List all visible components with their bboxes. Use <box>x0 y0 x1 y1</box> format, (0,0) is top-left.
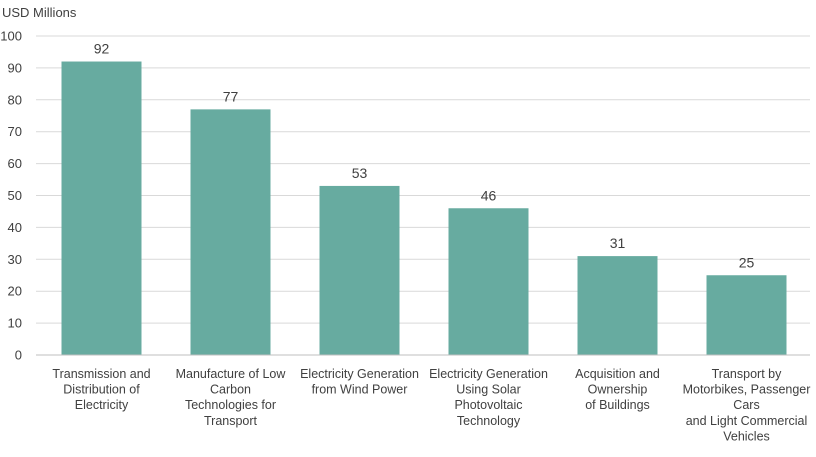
category-label: Acquisition and Ownership of Buildings <box>575 367 660 412</box>
category-label-line: Motorbikes, Passenger <box>683 383 811 397</box>
category-label-line: Acquisition and <box>575 367 660 381</box>
bar <box>448 208 529 355</box>
category-label-line: Carbon <box>210 383 251 397</box>
y-axis-ticks: 0 10 20 30 40 50 60 70 80 90 100 <box>0 29 22 363</box>
bar-value-label: 25 <box>739 254 755 270</box>
y-tick-label: 50 <box>8 188 22 203</box>
y-tick-label: 10 <box>8 316 22 331</box>
x-axis-category-labels: Transmission and Distribution of Electrici… <box>52 367 810 443</box>
bar <box>190 109 271 356</box>
category-label-line: of Buildings <box>585 398 650 412</box>
category-label: Manufacture of Low Carbon Technologies for… <box>176 367 287 428</box>
y-tick-label: 100 <box>0 29 22 44</box>
bar-value-label: 31 <box>610 235 626 251</box>
bar-value-label: 92 <box>94 41 110 57</box>
y-tick-label: 30 <box>8 252 22 267</box>
bar-value-label: 46 <box>481 187 497 203</box>
category-label: Electricity Generation Using Solar Photovo… <box>429 367 548 428</box>
category-label-line: Transmission and <box>52 367 150 381</box>
category-label-line: Technology <box>457 414 521 428</box>
bar <box>319 185 400 355</box>
category-label: Transmission and Distribution of Electrici… <box>52 367 150 412</box>
category-label-line: Electricity Generation <box>429 367 548 381</box>
y-tick-label: 80 <box>8 92 22 107</box>
category-label-line: Transport by <box>712 367 782 381</box>
category-label-line: Using Solar <box>456 383 521 397</box>
category-label-line: Distribution of <box>63 383 140 397</box>
bar-value-label: 77 <box>223 88 239 104</box>
bar <box>61 61 142 356</box>
category-label-line: Cars <box>733 398 759 412</box>
category-label-line: and Light Commercial <box>686 414 808 428</box>
category-label-line: Vehicles <box>723 429 770 443</box>
category-label-line: Electricity <box>75 398 129 412</box>
bars <box>61 61 787 356</box>
y-axis-unit-label: USD Millions <box>2 5 77 20</box>
category-label-line: Photovoltaic <box>454 398 522 412</box>
bar-value-label: 53 <box>352 165 368 181</box>
category-label-line: Electricity Generation <box>300 367 419 381</box>
category-label-line: Ownership <box>588 383 648 397</box>
gridlines <box>36 35 810 324</box>
y-tick-label: 0 <box>15 348 22 363</box>
category-label: Electricity Generation from Wind Power <box>300 367 419 397</box>
y-tick-label: 90 <box>8 60 22 75</box>
data-labels: 92 77 53 46 31 25 <box>94 41 755 271</box>
category-label-line: Transport <box>204 414 258 428</box>
y-tick-label: 60 <box>8 156 22 171</box>
category-label-line: Technologies for <box>185 398 276 412</box>
bar <box>706 275 787 355</box>
category-label-line: from Wind Power <box>312 383 408 397</box>
y-tick-label: 20 <box>8 284 22 299</box>
category-label-line: Manufacture of Low <box>176 367 287 381</box>
y-tick-label: 40 <box>8 220 22 235</box>
category-label: Transport by Motorbikes, Passenger Cars and… <box>683 367 811 443</box>
y-tick-label: 70 <box>8 124 22 139</box>
bar <box>577 256 658 355</box>
